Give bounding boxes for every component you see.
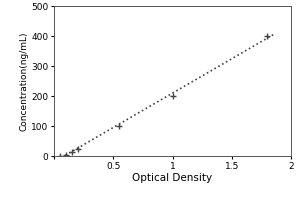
Y-axis label: Concentration(ng/mL): Concentration(ng/mL) <box>20 31 28 131</box>
X-axis label: Optical Density: Optical Density <box>132 173 213 183</box>
